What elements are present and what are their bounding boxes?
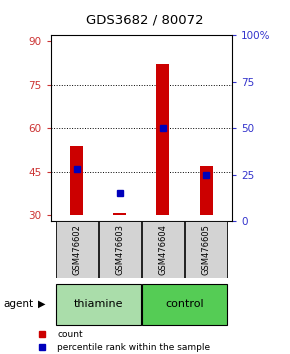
Bar xyxy=(56,221,97,278)
Text: GDS3682 / 80072: GDS3682 / 80072 xyxy=(86,13,204,27)
Bar xyxy=(113,213,126,216)
Text: GSM476603: GSM476603 xyxy=(115,224,124,275)
Bar xyxy=(70,146,83,216)
Text: control: control xyxy=(165,298,204,309)
Text: GSM476604: GSM476604 xyxy=(158,224,167,275)
Bar xyxy=(157,64,169,216)
Text: agent: agent xyxy=(3,298,33,309)
Bar xyxy=(185,221,227,278)
Bar xyxy=(200,166,213,216)
Bar xyxy=(142,221,184,278)
Bar xyxy=(99,221,141,278)
Text: thiamine: thiamine xyxy=(73,298,123,309)
Text: GSM476605: GSM476605 xyxy=(202,224,211,275)
Text: ▶: ▶ xyxy=(38,298,46,309)
Text: count: count xyxy=(57,330,83,339)
Text: percentile rank within the sample: percentile rank within the sample xyxy=(57,343,210,352)
Text: GSM476602: GSM476602 xyxy=(72,224,81,275)
Bar xyxy=(56,284,141,325)
Bar xyxy=(142,284,227,325)
